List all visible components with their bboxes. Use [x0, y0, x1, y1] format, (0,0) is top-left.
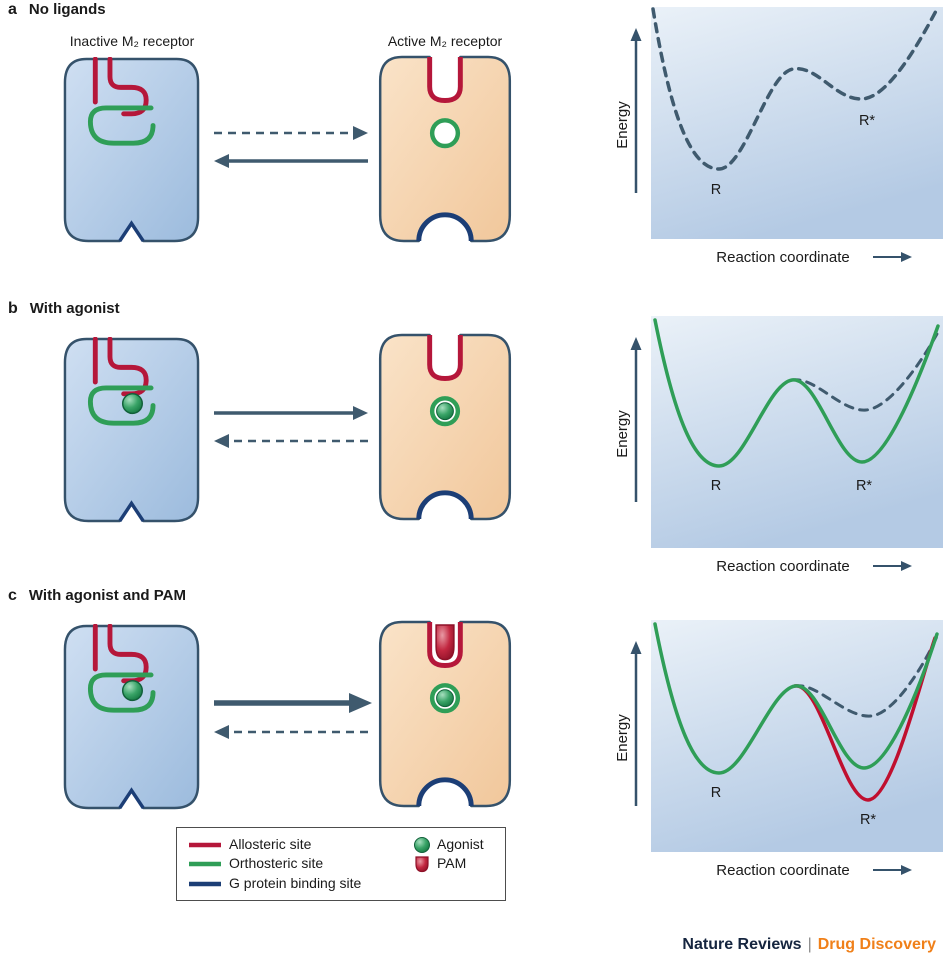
inactive-receptor-c — [63, 624, 200, 810]
state-label-r: R — [711, 182, 721, 198]
legend-item-orthosteric: Orthosteric site — [229, 855, 324, 871]
pam-swatch-icon — [415, 856, 429, 873]
footer-publication: Drug Discovery — [817, 936, 936, 953]
g-protein-site-arc — [416, 777, 474, 807]
panel-a-index: a — [8, 1, 17, 18]
curve-receptor-alone — [790, 330, 940, 412]
active-receptor-c — [378, 620, 512, 808]
panel-b-header: b With agonist — [8, 300, 120, 318]
reverse-arrowhead — [214, 725, 229, 739]
energy-axis-label: Energy — [615, 410, 631, 458]
allosteric-site-hook — [107, 57, 149, 117]
state-label-rstar: R* — [860, 812, 876, 828]
forward-arrowhead — [353, 406, 368, 420]
forward-arrowhead — [353, 126, 368, 140]
transition-arrows-c — [214, 693, 372, 739]
legend-item-agonist: Agonist — [437, 836, 484, 852]
x-axis-label: Reaction coordinate — [716, 249, 849, 266]
orthosteric-ring — [429, 118, 461, 149]
agonist-swatch-icon — [414, 837, 430, 853]
curve-with-agonist — [653, 622, 939, 775]
curve-with-agonist-and-pam — [793, 636, 937, 802]
x-axis-arrowhead — [901, 561, 912, 571]
panel-c-header: c With agonist and PAM — [8, 587, 186, 605]
transition-arrows-a — [214, 126, 368, 168]
state-label-rstar: R* — [859, 113, 875, 129]
state-label-r: R — [711, 785, 721, 801]
state-label-rstar: R* — [856, 478, 872, 494]
agonist-ball — [436, 689, 454, 708]
allosteric-pocket — [427, 334, 463, 381]
allosteric-site-hook — [107, 624, 149, 684]
curve-receptor-alone — [793, 632, 940, 718]
energy-axis-arrowhead — [630, 337, 642, 350]
agonist-ball — [121, 393, 143, 415]
footer-brand: Nature Reviews — [682, 936, 802, 953]
energy-plot-b: Energy R R* Reaction coordinate — [615, 316, 943, 575]
panel-b-title: With agonist — [29, 300, 120, 317]
g-protein-notch — [118, 500, 145, 522]
pam-ball — [435, 624, 455, 661]
x-axis-label: Reaction coordinate — [716, 558, 849, 575]
panel-c-title: With agonist and PAM — [28, 587, 186, 604]
energy-axis-label: Energy — [615, 714, 631, 762]
orthosteric-site-swatch-icon — [189, 861, 221, 867]
legend-item-allosteric: Allosteric site — [229, 836, 312, 852]
agonist-ball — [121, 680, 143, 702]
energy-plot-a: Energy R R* Reaction coordinate — [615, 7, 943, 266]
energy-axis-arrowhead — [630, 641, 642, 654]
plot-area — [651, 7, 943, 239]
panel-c-index: c — [8, 587, 17, 604]
footer-separator: | — [807, 936, 812, 953]
state-label-r: R — [711, 478, 721, 494]
inactive-receptor-a — [63, 57, 200, 243]
reverse-arrowhead — [214, 154, 229, 168]
x-axis-arrowhead — [901, 865, 912, 875]
legend-item-g-protein: G protein binding site — [229, 875, 362, 891]
allosteric-site-swatch-icon — [189, 842, 221, 848]
g-protein-notch — [118, 220, 145, 242]
panel-a-header: a No ligands — [8, 1, 106, 19]
x-axis-label: Reaction coordinate — [716, 862, 849, 879]
g-protein-site-arc — [416, 490, 474, 520]
panel-a-title: No ligands — [28, 1, 106, 18]
energy-axis-label: Energy — [615, 101, 631, 149]
active-receptor-b — [378, 333, 512, 521]
plot-area — [651, 316, 943, 548]
transition-arrows-b — [214, 406, 368, 448]
curve-with-agonist — [653, 318, 940, 468]
orthosteric-site — [87, 385, 156, 426]
inactive-receptor-label: Inactive M₂ receptor — [69, 33, 195, 49]
orthosteric-site — [87, 105, 156, 146]
allosteric-pocket — [427, 56, 463, 103]
curve-receptor-alone — [651, 7, 939, 171]
journal-footer: Nature Reviews | Drug Discovery — [0, 936, 936, 954]
active-receptor-a — [378, 55, 512, 243]
orthosteric-site — [87, 672, 156, 713]
energy-axis-arrowhead — [630, 28, 642, 41]
g-protein-notch — [118, 787, 145, 809]
g-protein-site-swatch-icon — [189, 881, 221, 887]
energy-plot-c: Energy R R* Reaction coordinate — [615, 620, 943, 879]
legend-item-pam: PAM — [437, 855, 467, 871]
inactive-receptor-b — [63, 337, 200, 523]
x-axis-arrowhead — [901, 252, 912, 262]
panel-b-index: b — [8, 300, 18, 317]
g-protein-site-arc — [416, 212, 474, 242]
reverse-arrowhead — [214, 434, 229, 448]
allosteric-site-hook — [107, 337, 149, 397]
active-receptor-label: Active M₂ receptor — [387, 33, 503, 49]
plot-area — [651, 620, 943, 852]
forward-arrowhead — [349, 693, 372, 713]
allosteric-pocket — [427, 621, 463, 668]
agonist-ball — [436, 402, 454, 421]
legend-box: Allosteric site Orthosteric site G prote… — [176, 827, 506, 901]
